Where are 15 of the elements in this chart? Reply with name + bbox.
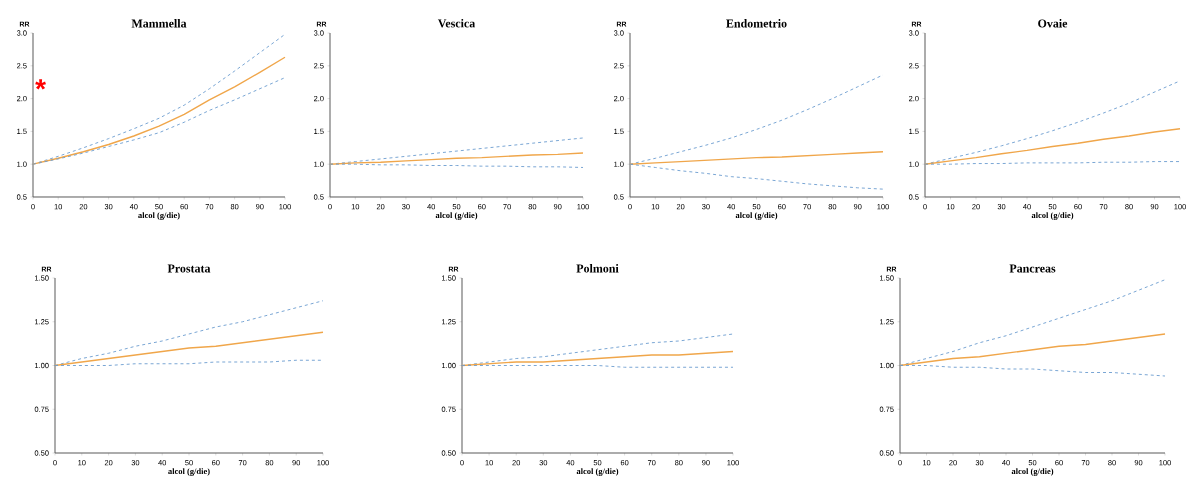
chart-title: Prostata [167,264,211,273]
chart-title: Polmoni [576,264,619,273]
x-axis-title: alcol (g/die) [1031,212,1074,220]
chart-title: Mammella [131,19,187,28]
x-axis-title: alcol (g/die) [168,468,210,476]
x-axis-title: alcol (g/die) [1011,468,1054,476]
chart-title: Endometrio [726,19,787,28]
annotation: * [35,79,46,90]
chart-title: Vescica [437,19,476,28]
chart-title: Pancreas [1009,264,1056,273]
x-axis-title: alcol (g/die) [735,212,778,220]
x-axis-title: alcol (g/die) [138,212,180,220]
chart-title: Ovaie [1038,19,1068,28]
x-axis-title: alcol (g/die) [576,468,619,476]
x-axis-title: alcol (g/die) [435,212,478,220]
